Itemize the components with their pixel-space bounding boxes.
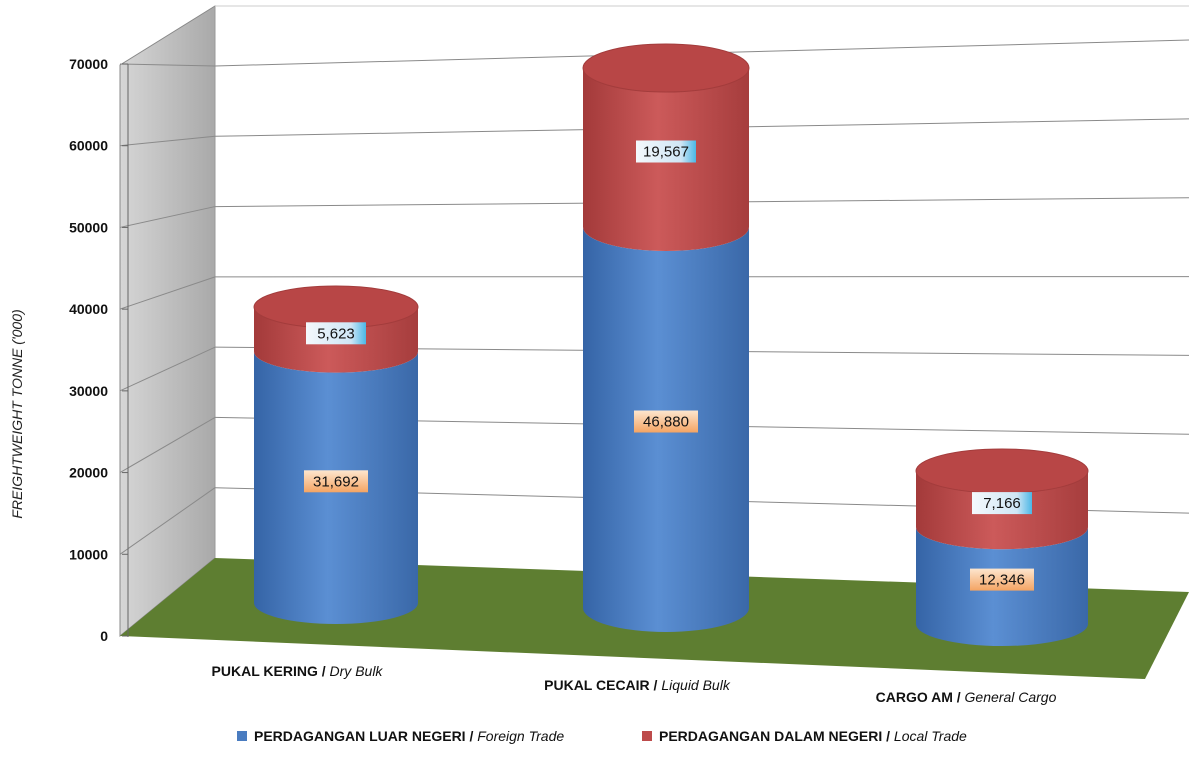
data-label-box bbox=[970, 568, 1034, 591]
data-label: 7,166 bbox=[983, 495, 1021, 512]
y-tick-label: 60000 bbox=[69, 138, 108, 154]
data-label: 12,346 bbox=[979, 572, 1025, 589]
y-tick-label: 70000 bbox=[69, 56, 108, 72]
bar-group: 12,346 7,166 bbox=[915, 448, 1089, 646]
data-label-box bbox=[304, 470, 368, 493]
gridline-side bbox=[119, 135, 216, 147]
gridline-side bbox=[119, 206, 216, 228]
y-axis-ticks: 0 10000 20000 30000 40000 50000 60000 70000 bbox=[69, 56, 128, 644]
y-tick-label: 20000 bbox=[69, 465, 108, 481]
bar-top-cap bbox=[915, 448, 1089, 494]
bar-top-cap bbox=[582, 43, 750, 93]
data-label: 46,880 bbox=[643, 414, 689, 431]
category-label: PUKAL CECAIR / Liquid Bulk bbox=[544, 677, 731, 693]
category-label: CARGO AM / General Cargo bbox=[876, 689, 1057, 705]
y-tick-label: 50000 bbox=[69, 219, 108, 235]
y-tick-label: 10000 bbox=[69, 546, 108, 562]
y-tick-label: 40000 bbox=[69, 301, 108, 317]
y-axis-label: FREIGHTWEIGHT TONNE ('000) bbox=[9, 309, 25, 518]
bar-top-cap bbox=[253, 285, 419, 329]
gridline-side bbox=[119, 487, 216, 555]
gridline-side bbox=[119, 416, 216, 474]
category-labels: PUKAL KERING / Dry Bulk PUKAL CECAIR / Li… bbox=[212, 663, 1057, 705]
gridline-side bbox=[119, 346, 216, 392]
legend-swatch bbox=[642, 731, 652, 741]
legend-entry: PERDAGANGAN DALAM NEGERI / Local Trade bbox=[659, 728, 967, 744]
bars: 31,692 5,623 46,880 19,567 12,346 7,166 bbox=[253, 43, 1089, 646]
gridline-side bbox=[119, 276, 216, 310]
bar-group: 46,880 19,567 bbox=[582, 43, 750, 632]
y-tick-label: 30000 bbox=[69, 383, 108, 399]
bar-group: 31,692 5,623 bbox=[253, 285, 419, 624]
data-label: 5,623 bbox=[317, 325, 355, 342]
side-wall bbox=[119, 5, 216, 638]
data-label-box bbox=[636, 140, 696, 163]
y-tick-label: 0 bbox=[100, 628, 108, 644]
category-label: PUKAL KERING / Dry Bulk bbox=[212, 663, 384, 679]
legend: PERDAGANGAN LUAR NEGERI / Foreign Trade P… bbox=[237, 728, 967, 744]
data-label-box bbox=[972, 492, 1032, 515]
gridline-side bbox=[119, 63, 216, 67]
data-label-box bbox=[634, 410, 698, 433]
legend-entry: PERDAGANGAN LUAR NEGERI / Foreign Trade bbox=[254, 728, 564, 744]
data-label: 19,567 bbox=[643, 144, 689, 161]
data-label: 31,692 bbox=[313, 473, 359, 490]
data-label-box bbox=[306, 322, 366, 345]
legend-swatch bbox=[237, 731, 247, 741]
